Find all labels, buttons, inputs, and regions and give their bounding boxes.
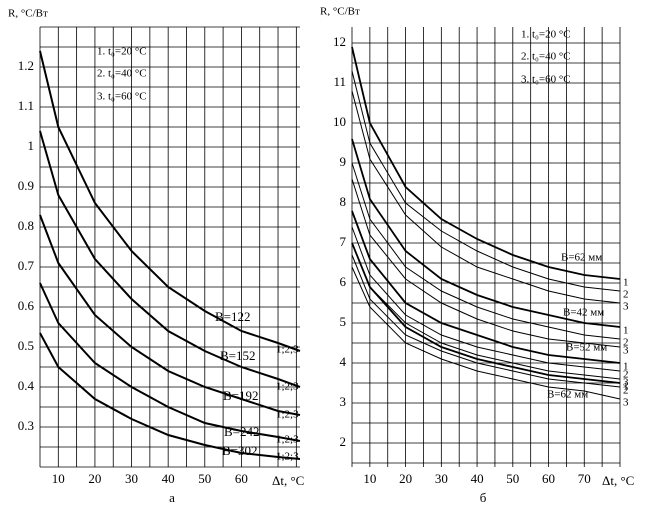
- x-tick-label: 30: [435, 471, 448, 486]
- group-label: B=42 мм: [563, 307, 604, 319]
- legend-note: 1. t₀=20 °C: [521, 29, 571, 41]
- x-tick-label: 60: [542, 471, 555, 486]
- legend-note: 3. t₀=60 °C: [521, 74, 571, 86]
- y-tick-label: 0.7: [18, 258, 35, 273]
- curve-numbers: 1;2;3: [276, 344, 299, 356]
- panel-label: б: [480, 490, 487, 505]
- curve-number: 2: [623, 369, 629, 381]
- curve-number: 1: [623, 277, 629, 289]
- y-tick-label: 9: [340, 154, 347, 169]
- y-tick-label: 6: [340, 274, 347, 289]
- curve: [351, 70, 621, 292]
- y-tick-label: 1: [28, 138, 35, 153]
- curve: [351, 266, 621, 400]
- curve-number: 3: [623, 377, 629, 389]
- y-tick-label: 7: [340, 234, 347, 249]
- curve: [39, 214, 301, 416]
- x-tick-label: 50: [198, 471, 211, 486]
- curve: [351, 254, 621, 388]
- y-tick-label: 0.5: [18, 338, 34, 353]
- curve: [351, 226, 621, 372]
- curve: [351, 138, 621, 328]
- y-tick-label: 12: [333, 34, 346, 49]
- x-tick-label: 70: [578, 471, 591, 486]
- legend-note: 2. t₀=40 °C: [521, 51, 571, 63]
- y-tick-label: 1.2: [18, 58, 34, 73]
- curve: [39, 332, 301, 460]
- y-tick-label: 3: [340, 394, 347, 409]
- y-tick-label: 1.1: [18, 98, 34, 113]
- curve: [39, 50, 301, 352]
- group-label: B=62 мм: [547, 389, 588, 401]
- y-tick-label: 0.8: [18, 218, 34, 233]
- curve-label: B=192: [223, 388, 259, 403]
- curve: [351, 90, 621, 304]
- x-tick-label: 20: [88, 471, 101, 486]
- y-tick-label: 11: [333, 74, 346, 89]
- curve-number: 3: [623, 301, 629, 313]
- curve-number: 3: [623, 397, 629, 409]
- group-label: B=52 мм: [566, 342, 607, 354]
- curve-number: 3: [623, 345, 629, 357]
- x-tick-label: 20: [399, 471, 412, 486]
- x-tick-label: 50: [506, 471, 519, 486]
- y-tick-label: 4: [340, 354, 347, 369]
- x-tick-label: 40: [162, 471, 175, 486]
- y-tick-label: 0.6: [18, 298, 35, 313]
- x-tick-label: 40: [471, 471, 484, 486]
- x-tick-label: 30: [125, 471, 138, 486]
- curve: [39, 130, 301, 388]
- y-axis-title: R, °C/Вт: [8, 8, 48, 20]
- y-tick-label: 2: [340, 434, 347, 449]
- curve-numbers: 1;2;3: [276, 434, 299, 446]
- curve: [351, 242, 621, 384]
- curve-label: B=242: [224, 424, 260, 439]
- curve: [351, 46, 621, 280]
- curve-number: 1: [623, 325, 629, 337]
- curve-label: B=152: [220, 348, 256, 363]
- curve-numbers: 1;2;3: [276, 451, 299, 463]
- y-tick-label: 0.9: [18, 178, 34, 193]
- y-tick-label: 10: [333, 114, 346, 129]
- y-tick-label: 5: [340, 314, 347, 329]
- curve-number: 1: [623, 381, 629, 393]
- curve-number: 2: [623, 337, 629, 349]
- curve-label: B=302: [222, 443, 258, 458]
- curve: [351, 162, 621, 340]
- y-tick-label: 0.4: [18, 378, 35, 393]
- x-axis-title: Δt, °C: [272, 473, 304, 488]
- curve-number: 1: [623, 361, 629, 373]
- curve: [351, 178, 621, 348]
- x-tick-label: 10: [363, 471, 376, 486]
- x-tick-label: 60: [235, 471, 248, 486]
- curve: [351, 210, 621, 364]
- legend-note: 1. t₀=20 °C: [97, 46, 147, 58]
- curve-label: B=122: [215, 309, 251, 324]
- x-tick-label: 10: [52, 471, 65, 486]
- y-axis-title: R, °C/Вт: [320, 6, 360, 18]
- legend-note: 2. t₀=40 °C: [97, 68, 147, 80]
- legend-note: 3. t₀=60 °C: [97, 91, 147, 103]
- curve-numbers: 1;2;3: [276, 381, 299, 393]
- panel-label: а: [169, 490, 175, 505]
- curve-number: 2: [623, 385, 629, 397]
- y-tick-label: 0.3: [18, 418, 34, 433]
- x-axis-title: Δt, °C: [602, 473, 634, 488]
- curve: [39, 282, 301, 442]
- curve-number: 2: [623, 289, 629, 301]
- curve-numbers: 1;2;3: [276, 409, 299, 421]
- y-tick-label: 8: [340, 194, 347, 209]
- group-label: B=62 мм: [561, 252, 602, 264]
